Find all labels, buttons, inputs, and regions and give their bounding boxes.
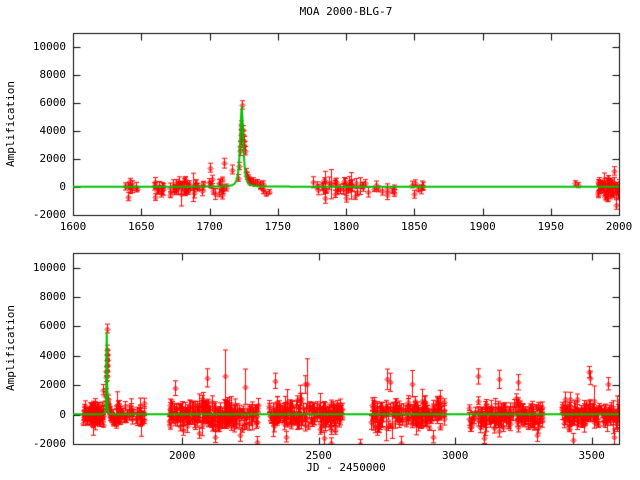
y-tick-label: 0 <box>59 407 66 421</box>
x-tick-label: 1950 <box>537 220 565 233</box>
y-tick-label: 0 <box>59 180 66 193</box>
y-tick-label: 8000 <box>39 68 67 81</box>
y-tick-label: 6000 <box>39 96 67 109</box>
x-tick-label: 2000 <box>168 449 196 462</box>
y-tick-label: -2000 <box>32 437 66 450</box>
y-tick-label: -2000 <box>32 208 66 221</box>
y-tick-label: 2000 <box>39 378 67 392</box>
y-axis-label-bottom: Amplification <box>4 304 17 392</box>
x-tick-label: 1900 <box>469 220 496 233</box>
y-tick-label: 8000 <box>39 290 67 304</box>
x-tick-label: 3000 <box>441 449 469 462</box>
x-tick-label: 2500 <box>305 449 332 462</box>
x-tick-label: 2000 <box>605 220 633 233</box>
y-tick-label: 6000 <box>39 319 67 333</box>
x-tick-label: 1650 <box>128 220 155 233</box>
y-tick-label: 4000 <box>39 348 67 362</box>
y-tick-label: 4000 <box>39 124 67 137</box>
y-tick-label: 10000 <box>32 40 66 53</box>
y-tick-label: 10000 <box>32 260 66 274</box>
x-tick-label: 3500 <box>578 449 605 462</box>
chart-title: MOA 2000-BLG-7 <box>299 5 393 18</box>
x-tick-label: 1750 <box>264 220 292 233</box>
x-tick-label: 1700 <box>196 220 223 233</box>
x-tick-label: 1600 <box>59 220 87 233</box>
y-tick-label: 2000 <box>39 152 67 165</box>
x-axis-label: JD - 2450000 <box>306 461 386 474</box>
x-tick-label: 1850 <box>401 220 428 233</box>
x-tick-label: 1800 <box>332 220 360 233</box>
